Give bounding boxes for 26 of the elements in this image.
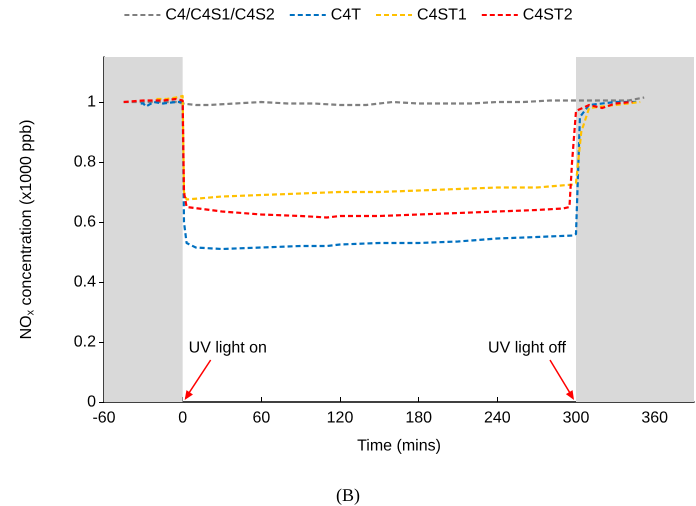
x-tick-label: 60: [252, 410, 270, 426]
annotation: UV light on: [188, 340, 267, 356]
x-tick-label: 0: [178, 410, 188, 426]
y-tick-label: 0: [87, 394, 96, 410]
y-tick-label: 0.6: [74, 214, 96, 230]
legend-label: C4ST2: [522, 6, 573, 24]
x-tick-label: 180: [405, 410, 432, 426]
legend-label: C4/C4S1/C4S2: [165, 6, 275, 24]
x-tick-label: 120: [326, 410, 354, 426]
line-series: [140, 100, 638, 250]
x-tick-label: -60: [92, 410, 116, 426]
x-tick-label: 240: [484, 410, 511, 426]
y-axis-title: NOx concentration (x1000 ppb): [18, 120, 36, 340]
y-tick-label: 0.4: [74, 274, 96, 290]
x-axis-title: Time (mins): [357, 438, 441, 454]
y-tick-label: 0.2: [74, 334, 96, 350]
annotation: UV light off: [488, 340, 567, 356]
line-series: [122, 98, 634, 219]
legend-label: C4T: [330, 6, 362, 24]
text: (B): [336, 485, 360, 505]
y-tick-label: 1: [87, 94, 96, 110]
x-tick-label: 300: [562, 410, 590, 426]
line-series: [155, 94, 642, 201]
x-tick-label: 360: [641, 410, 668, 426]
y-tick-label: 0.8: [74, 154, 96, 170]
legend-label: C4ST1: [417, 6, 467, 24]
